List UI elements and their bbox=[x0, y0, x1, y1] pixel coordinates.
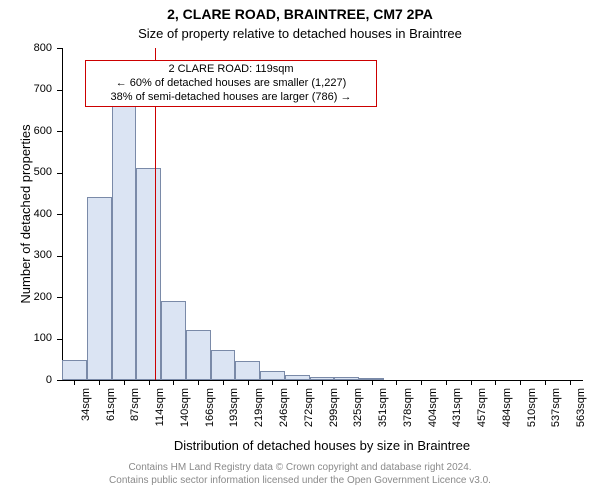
x-tick-mark bbox=[322, 380, 323, 385]
chart-title: 2, CLARE ROAD, BRAINTREE, CM7 2PA bbox=[0, 6, 600, 22]
x-tick-label: 457sqm bbox=[476, 388, 488, 438]
attribution-text: Contains HM Land Registry data © Crown c… bbox=[0, 462, 600, 487]
x-tick-label: 272sqm bbox=[303, 388, 315, 438]
y-tick-label: 700 bbox=[0, 83, 52, 95]
x-tick-label: 431sqm bbox=[451, 388, 463, 438]
chart-container: 2, CLARE ROAD, BRAINTREE, CM7 2PA Size o… bbox=[0, 0, 600, 500]
y-tick-label: 800 bbox=[0, 42, 52, 54]
x-tick-mark bbox=[471, 380, 472, 385]
x-axis-label: Distribution of detached houses by size … bbox=[62, 438, 582, 453]
x-tick-label: 378sqm bbox=[402, 388, 414, 438]
x-tick-mark bbox=[223, 380, 224, 385]
attribution-line: Contains public sector information licen… bbox=[0, 475, 600, 488]
y-tick-mark bbox=[57, 90, 62, 91]
x-tick-label: 193sqm bbox=[228, 388, 240, 438]
x-tick-mark bbox=[421, 380, 422, 385]
x-tick-mark bbox=[198, 380, 199, 385]
x-tick-mark bbox=[495, 380, 496, 385]
x-tick-mark bbox=[173, 380, 174, 385]
x-tick-label: 537sqm bbox=[550, 388, 562, 438]
annotation-box: 2 CLARE ROAD: 119sqm← 60% of detached ho… bbox=[85, 60, 377, 107]
x-tick-label: 114sqm bbox=[154, 388, 166, 438]
y-tick-mark bbox=[57, 214, 62, 215]
x-tick-label: 166sqm bbox=[204, 388, 216, 438]
x-tick-mark bbox=[396, 380, 397, 385]
x-tick-mark bbox=[124, 380, 125, 385]
y-tick-mark bbox=[57, 131, 62, 132]
y-tick-mark bbox=[57, 339, 62, 340]
x-tick-mark bbox=[570, 380, 571, 385]
x-tick-mark bbox=[446, 380, 447, 385]
x-tick-label: 87sqm bbox=[129, 388, 141, 438]
annotation-line: 38% of semi-detached houses are larger (… bbox=[90, 91, 372, 105]
attribution-line: Contains HM Land Registry data © Crown c… bbox=[0, 462, 600, 475]
x-tick-label: 140sqm bbox=[179, 388, 191, 438]
y-tick-label: 300 bbox=[0, 249, 52, 261]
y-tick-mark bbox=[57, 380, 62, 381]
y-tick-label: 200 bbox=[0, 291, 52, 303]
x-tick-mark bbox=[149, 380, 150, 385]
x-tick-label: 404sqm bbox=[427, 388, 439, 438]
x-tick-mark bbox=[248, 380, 249, 385]
histogram-bar bbox=[260, 371, 285, 380]
x-tick-label: 61sqm bbox=[105, 388, 117, 438]
x-tick-label: 219sqm bbox=[253, 388, 265, 438]
x-tick-mark bbox=[297, 380, 298, 385]
histogram-bar bbox=[235, 361, 260, 380]
y-tick-label: 100 bbox=[0, 332, 52, 344]
x-tick-label: 246sqm bbox=[278, 388, 290, 438]
x-tick-mark bbox=[272, 380, 273, 385]
x-tick-label: 563sqm bbox=[575, 388, 587, 438]
histogram-bar bbox=[112, 98, 137, 380]
x-tick-label: 351sqm bbox=[377, 388, 389, 438]
x-tick-label: 510sqm bbox=[526, 388, 538, 438]
x-tick-mark bbox=[520, 380, 521, 385]
y-tick-label: 500 bbox=[0, 166, 52, 178]
y-tick-label: 0 bbox=[0, 374, 52, 386]
histogram-bar bbox=[136, 168, 161, 380]
histogram-bar bbox=[186, 330, 211, 380]
annotation-line: ← 60% of detached houses are smaller (1,… bbox=[90, 77, 372, 91]
x-tick-label: 484sqm bbox=[501, 388, 513, 438]
x-tick-label: 325sqm bbox=[352, 388, 364, 438]
histogram-bar bbox=[87, 197, 112, 380]
y-tick-label: 600 bbox=[0, 125, 52, 137]
y-tick-mark bbox=[57, 173, 62, 174]
x-tick-label: 299sqm bbox=[328, 388, 340, 438]
y-tick-mark bbox=[57, 297, 62, 298]
x-tick-label: 34sqm bbox=[80, 388, 92, 438]
chart-subtitle: Size of property relative to detached ho… bbox=[0, 26, 600, 41]
histogram-bar bbox=[161, 301, 186, 380]
annotation-line: 2 CLARE ROAD: 119sqm bbox=[90, 63, 372, 77]
x-tick-mark bbox=[99, 380, 100, 385]
x-tick-mark bbox=[74, 380, 75, 385]
x-tick-mark bbox=[545, 380, 546, 385]
x-tick-mark bbox=[372, 380, 373, 385]
y-tick-label: 400 bbox=[0, 208, 52, 220]
y-tick-mark bbox=[57, 48, 62, 49]
x-tick-mark bbox=[347, 380, 348, 385]
histogram-bar bbox=[211, 350, 236, 380]
y-tick-mark bbox=[57, 256, 62, 257]
histogram-bar bbox=[62, 360, 87, 380]
